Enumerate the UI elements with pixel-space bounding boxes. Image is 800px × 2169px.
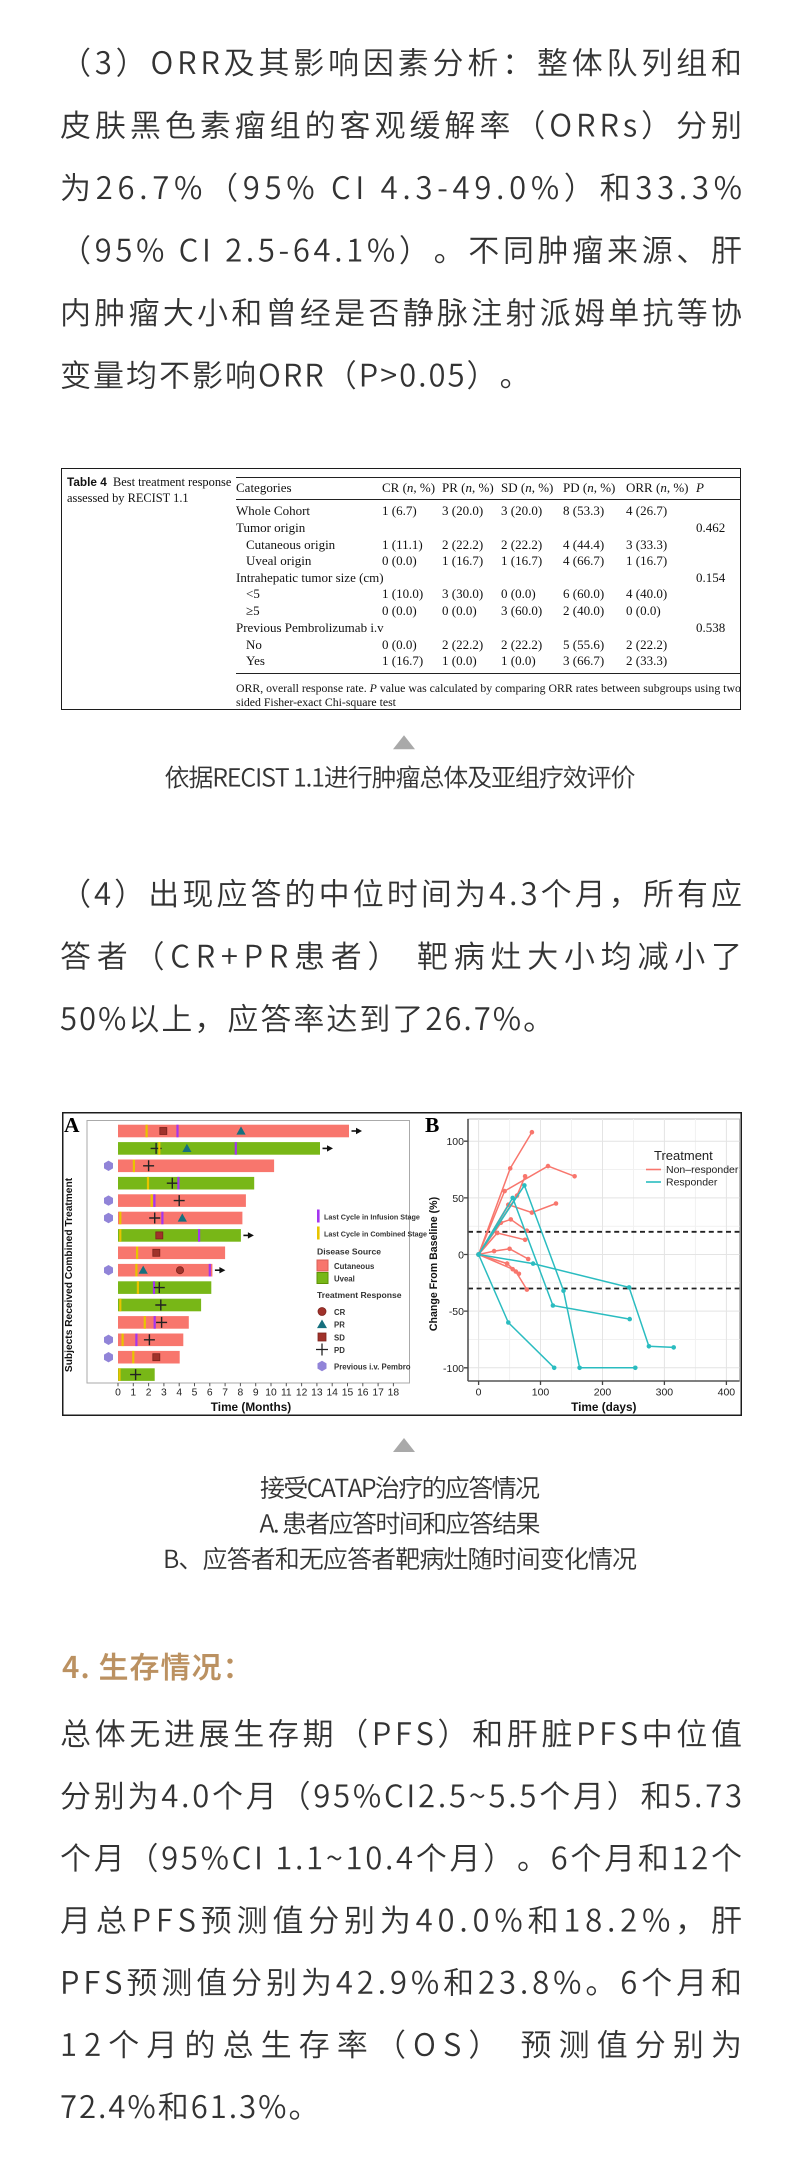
svg-text:Uveal: Uveal (334, 1275, 355, 1284)
svg-text:4: 4 (176, 1388, 182, 1399)
svg-text:0: 0 (476, 1387, 482, 1399)
svg-text:SD: SD (334, 1334, 345, 1343)
svg-text:6: 6 (207, 1388, 213, 1399)
svg-text:0: 0 (115, 1388, 121, 1399)
svg-text:3: 3 (161, 1388, 167, 1399)
svg-text:13: 13 (311, 1388, 323, 1399)
svg-text:Time (Months): Time (Months) (211, 1400, 291, 1414)
svg-text:200: 200 (594, 1387, 612, 1399)
svg-text:1: 1 (130, 1388, 136, 1399)
svg-text:10: 10 (265, 1388, 277, 1399)
svg-text:-100: -100 (443, 1363, 464, 1375)
svg-text:Treatment Response: Treatment Response (317, 1290, 402, 1300)
svg-text:PR: PR (334, 1321, 345, 1330)
svg-text:11: 11 (281, 1388, 292, 1399)
svg-text:Disease Source: Disease Source (317, 1247, 381, 1257)
svg-text:Non–responder: Non–responder (666, 1164, 739, 1176)
svg-text:Responder: Responder (666, 1177, 718, 1189)
svg-text:Change From Baseline (%): Change From Baseline (%) (428, 1197, 440, 1331)
svg-text:Time (days): Time (days) (571, 1400, 636, 1414)
svg-text:Subjects Received Combined Tre: Subjects Received Combined Treatment (64, 1177, 75, 1372)
svg-text:Previous i.v. Pembro: Previous i.v. Pembro (334, 1363, 411, 1372)
svg-text:A: A (64, 1113, 80, 1137)
svg-text:8: 8 (238, 1388, 244, 1399)
svg-text:100: 100 (532, 1387, 550, 1399)
svg-text:PD: PD (334, 1346, 345, 1355)
svg-text:7: 7 (222, 1388, 228, 1399)
svg-text:Treatment: Treatment (654, 1148, 713, 1163)
svg-text:400: 400 (718, 1387, 736, 1399)
svg-text:0: 0 (458, 1250, 464, 1262)
svg-text:18: 18 (388, 1388, 400, 1399)
svg-text:14: 14 (326, 1388, 338, 1399)
svg-text:Last Cycle in Combined Stage: Last Cycle in Combined Stage (324, 1230, 427, 1239)
svg-text:16: 16 (357, 1388, 369, 1399)
svg-text:Last Cycle in Infusion Stage: Last Cycle in Infusion Stage (324, 1213, 420, 1222)
svg-text:50: 50 (452, 1193, 464, 1205)
svg-text:-50: -50 (449, 1306, 464, 1318)
svg-text:CR: CR (334, 1308, 346, 1317)
svg-text:100: 100 (446, 1136, 464, 1148)
svg-text:9: 9 (253, 1388, 259, 1399)
svg-text:15: 15 (342, 1388, 354, 1399)
svg-text:B: B (425, 1113, 439, 1137)
svg-text:Cutaneous: Cutaneous (334, 1262, 375, 1271)
svg-text:2: 2 (146, 1388, 152, 1399)
svg-text:12: 12 (296, 1388, 308, 1399)
svg-text:300: 300 (656, 1387, 674, 1399)
svg-text:17: 17 (372, 1388, 384, 1399)
svg-text:5: 5 (192, 1388, 198, 1399)
